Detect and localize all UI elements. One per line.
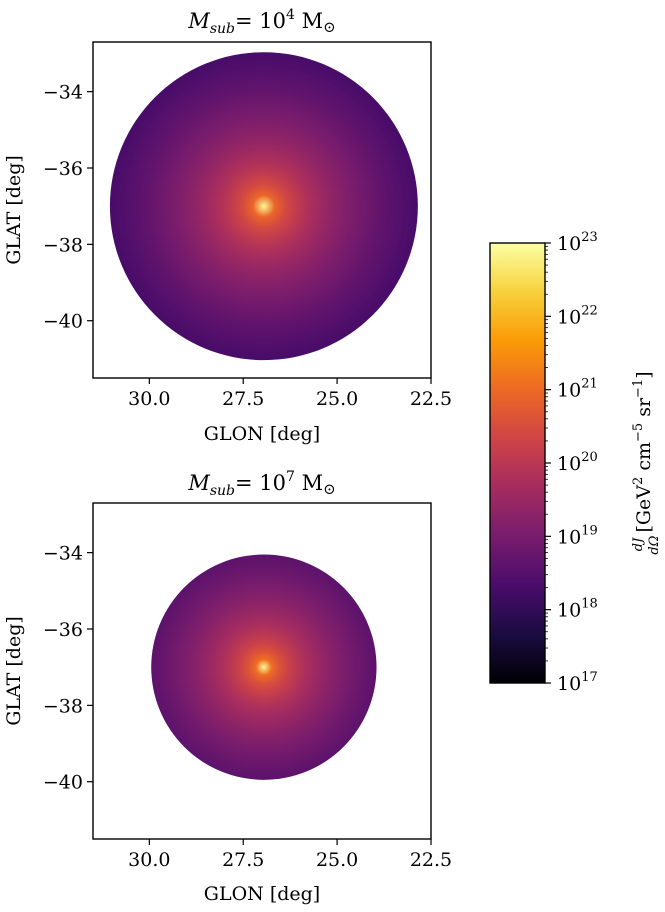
colorbar-tick-label: 1023 [557, 230, 598, 255]
colorbar-tick-exp: 19 [581, 523, 598, 538]
panel-bottom-xtick-label: 30.0 [128, 849, 170, 871]
colorbar-tick-base: 10 [557, 673, 581, 695]
colorbar-tick-exp: 18 [581, 597, 598, 612]
panel-top-xtick-label: 22.5 [410, 388, 452, 410]
panel-top-xlabel: GLON [deg] [204, 423, 320, 445]
panel-top: Msub= 104 M⊙ 30.0 27.5 25.0 22.5 −34 −36 −38 −4… [3, 7, 452, 445]
panel-bottom-ticks: 30.0 27.5 25.0 22.5 −34 −36 −38 −40 [43, 543, 452, 871]
panel-top-ticks: 30.0 27.5 25.0 22.5 −34 −36 −38 −40 [43, 82, 452, 410]
panel-bottom-xtick-label: 27.5 [222, 849, 264, 871]
panel-top-xtick-label: 27.5 [222, 388, 264, 410]
colorbar-tick-exp: 17 [581, 670, 598, 685]
panel-bottom-ytick-label: −36 [43, 619, 83, 641]
colorbar-tick-label: 1018 [557, 597, 598, 622]
panel-bottom-xlabel: GLON [deg] [204, 883, 320, 905]
panel-top-ytick-label: −36 [43, 158, 83, 180]
colorbar-tick-base: 10 [557, 526, 581, 548]
colorbar-tick-base: 10 [557, 233, 581, 255]
panel-bottom-axes-frame [92, 502, 432, 840]
panel-bottom-ytick-label: −34 [43, 543, 83, 565]
panel-top-title: Msub= 104 M⊙ [187, 7, 335, 37]
panel-top-axes-frame [92, 41, 432, 379]
panel-bottom-heatmap-disk [151, 554, 377, 780]
colorbar-tick-exp: 23 [581, 230, 598, 245]
colorbar-tick-base: 10 [557, 306, 581, 328]
colorbar-tick-label: 1022 [557, 303, 598, 328]
colorbar-tick-exp: 21 [581, 377, 598, 392]
colorbar-tick-base: 10 [557, 453, 581, 475]
colorbar-tick-label: 1021 [557, 377, 598, 402]
panel-top-xtick-label: 25.0 [316, 388, 358, 410]
panel-bottom-ytick-label: −38 [43, 695, 83, 717]
colorbar-tick-base: 10 [557, 600, 581, 622]
colorbar-tick-exp: 20 [581, 450, 598, 465]
colorbar-label: dJdΩ[GeV2 cm−5 sr−1] [631, 371, 662, 554]
colorbar-tick-exp: 22 [581, 303, 598, 318]
panel-top-ytick-label: −40 [43, 311, 83, 333]
panel-bottom-xtick-label: 22.5 [410, 849, 452, 871]
panel-bottom: Msub= 107 M⊙ 30.0 27.5 25.0 22.5 −34 −36 −38 −4… [3, 469, 452, 905]
panel-bottom-title: Msub= 107 M⊙ [187, 469, 335, 499]
colorbar-tick-label: 1020 [557, 450, 598, 475]
panel-top-heatmap-disk [109, 52, 418, 361]
colorbar-tick-label: 1017 [557, 670, 598, 695]
panel-bottom-xtick-label: 25.0 [316, 849, 358, 871]
colorbar-tick-label: 1019 [557, 523, 598, 548]
panel-top-ylabel: GLAT [deg] [3, 155, 25, 265]
colorbar-gradient [489, 242, 546, 684]
panel-top-ytick-label: −34 [43, 82, 83, 104]
panel-top-ytick-label: −38 [43, 234, 83, 256]
colorbar-tick-base: 10 [557, 380, 581, 402]
panel-bottom-ylabel: GLAT [deg] [3, 616, 25, 726]
panel-top-xtick-label: 30.0 [128, 388, 170, 410]
panel-bottom-ytick-label: −40 [43, 772, 83, 794]
